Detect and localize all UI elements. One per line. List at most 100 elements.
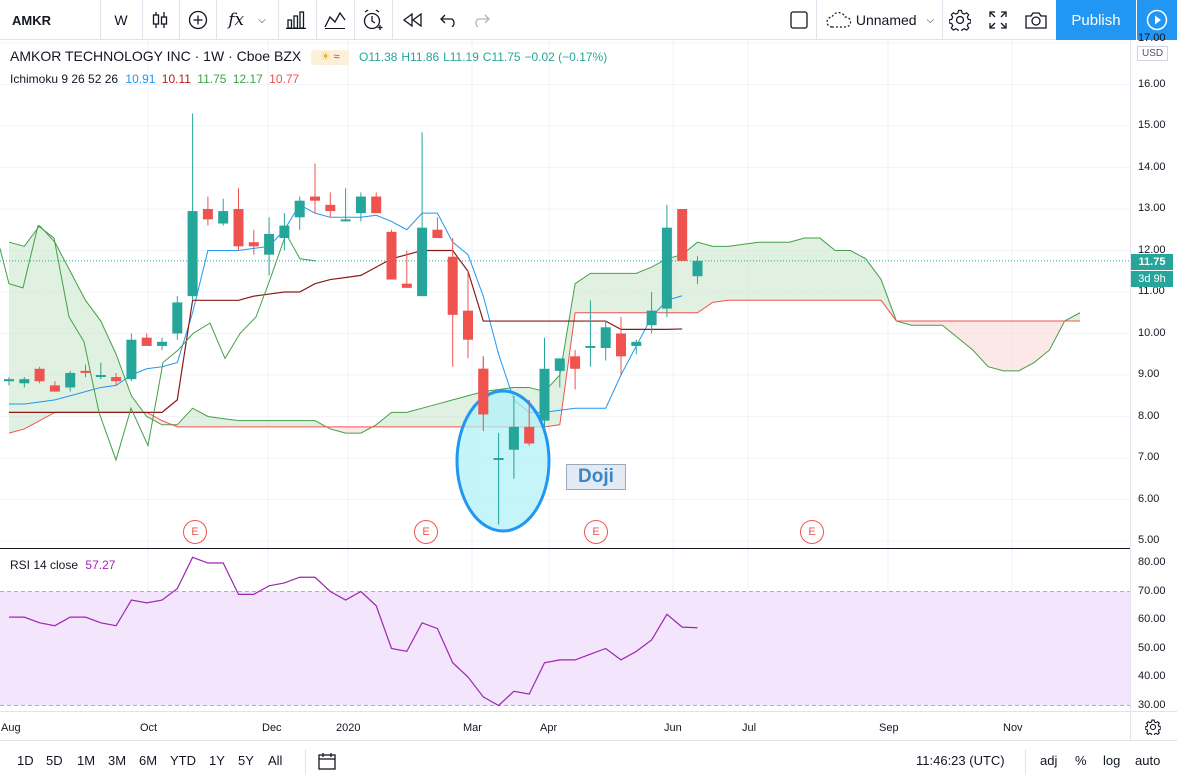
range-button-1d[interactable]: 1D [17, 753, 34, 768]
cloud-segment [100, 321, 117, 413]
play-icon[interactable] [1136, 0, 1177, 40]
time-tick-label: Mar [463, 722, 482, 734]
price-tick-label: 12.00 [1138, 243, 1166, 256]
candle-down [141, 337, 152, 346]
replay-icon[interactable] [394, 0, 432, 40]
range-button-ytd[interactable]: YTD [170, 753, 196, 768]
gear-icon[interactable] [1144, 719, 1162, 740]
range-button-5d[interactable]: 5D [46, 753, 63, 768]
layout-name: Unnamed [855, 12, 917, 28]
cloud-segment [207, 416, 224, 427]
candle-down [310, 196, 320, 201]
earnings-marker[interactable]: E [183, 520, 207, 544]
cloud-icon [826, 12, 851, 28]
select-rectangle-icon[interactable] [782, 0, 816, 40]
percent-toggle[interactable]: % [1075, 753, 1087, 768]
gear-icon[interactable] [942, 0, 978, 40]
cloud-segment [835, 250, 851, 301]
rsi-tick-label: 60.00 [1138, 613, 1166, 625]
candle-up [554, 358, 565, 371]
rsi-tick-label: 40.00 [1138, 670, 1166, 682]
range-button-6m[interactable]: 6M [139, 753, 158, 768]
clock-timezone[interactable]: 11:46:23 (UTC) [916, 753, 1005, 768]
cloud-segment [422, 404, 438, 427]
publish-button[interactable]: Publish [1056, 0, 1136, 40]
cloud-segment [743, 242, 759, 301]
chevron-down-icon: ⌵ [258, 14, 266, 26]
doji-highlight-circle[interactable] [455, 389, 551, 533]
symbol-text: AMKR [12, 12, 51, 28]
cloud-segment [345, 426, 361, 434]
candle-down [49, 385, 60, 392]
toolbar-divider [278, 0, 279, 40]
rsi-tick-label: 50.00 [1138, 641, 1166, 654]
cloud-segment [391, 412, 407, 427]
candle-down [432, 229, 443, 239]
price-tick-label: 9.00 [1138, 368, 1160, 380]
cloud-segment [9, 242, 25, 434]
price-tick-label: 13.00 [1138, 202, 1166, 214]
candles [4, 113, 703, 525]
time-tick-label: Dec [262, 722, 282, 734]
templates-icon[interactable] [316, 0, 354, 40]
cloud-segment [1003, 321, 1019, 371]
cloud-segment [452, 395, 468, 427]
price-tick-label: 17.00 [1138, 32, 1166, 44]
layout-name-button[interactable]: Unnamed ⌵ [818, 0, 942, 40]
range-button-1y[interactable]: 1Y [209, 753, 225, 768]
rsi-line [9, 556, 698, 707]
range-button-5y[interactable]: 5Y [238, 753, 254, 768]
earnings-marker[interactable]: E [584, 520, 608, 544]
indicators-button[interactable]: fx ⌵ [216, 0, 278, 40]
cloud-segment [728, 244, 744, 301]
earnings-marker[interactable]: E [414, 520, 438, 544]
financials-icon[interactable] [278, 0, 314, 40]
toolbar-divider [142, 0, 143, 40]
bottom-toolbar: 1D 5D 1M 3M 6M YTD 1Y 5Y All 11:46:23 (UTC) adj … [0, 740, 1177, 782]
ichi-tenkan: 10.91 [125, 72, 156, 86]
fullscreen-icon[interactable] [980, 0, 1016, 40]
redo-icon[interactable] [464, 0, 498, 40]
symbol-legend: AMKOR TECHNOLOGY INC · 1W · Cboe BZX ☀ ≈… [10, 48, 607, 65]
time-tick-label: Jul [742, 722, 757, 734]
auto-toggle[interactable]: auto [1135, 753, 1161, 768]
interval-button[interactable]: W [100, 0, 142, 40]
camera-icon[interactable] [1018, 0, 1054, 40]
compare-add-icon[interactable] [180, 0, 216, 40]
candle-up [157, 341, 167, 346]
cloud-segment [774, 242, 790, 301]
candle-down [111, 377, 122, 382]
toolbar-divider [942, 0, 943, 40]
chart-canvas[interactable] [0, 40, 1177, 740]
toolbar-divider [392, 0, 393, 40]
cloud-segment [911, 321, 927, 326]
currency-label[interactable]: USD [1137, 46, 1169, 61]
candle-up [508, 426, 519, 450]
cloud-segment [437, 399, 453, 427]
candle-down [248, 242, 259, 247]
cloud-segment [850, 250, 866, 301]
undo-icon[interactable] [432, 0, 466, 40]
price-tick-label: 8.00 [1138, 409, 1160, 422]
candle-up [187, 211, 198, 297]
last-price-label: 11.75 [1131, 254, 1173, 270]
alert-icon[interactable] [354, 0, 392, 40]
earnings-marker[interactable]: E [800, 520, 824, 544]
candle-down [325, 204, 336, 212]
cloud-segment [789, 238, 805, 301]
range-button-3m[interactable]: 3M [108, 753, 127, 768]
time-tick-label: Oct [140, 722, 158, 734]
adj-toggle[interactable]: adj [1040, 753, 1058, 768]
ichimoku-legend[interactable]: Ichimoku 9 26 52 26 10.91 10.11 11.75 12… [10, 72, 299, 86]
doji-annotation-label[interactable]: Doji [566, 464, 626, 490]
cloud-segment [253, 420, 270, 427]
candle-down [386, 231, 397, 280]
range-button-all[interactable]: All [268, 753, 283, 768]
rsi-legend[interactable]: RSI 14 close 57.27 [10, 558, 115, 572]
calendar-goto-icon[interactable] [318, 752, 336, 775]
range-button-1m[interactable]: 1M [77, 753, 96, 768]
candles-style-icon[interactable] [142, 0, 178, 40]
symbol-search[interactable]: AMKR [0, 0, 100, 40]
candle-up [355, 196, 366, 214]
log-toggle[interactable]: log [1103, 753, 1121, 768]
